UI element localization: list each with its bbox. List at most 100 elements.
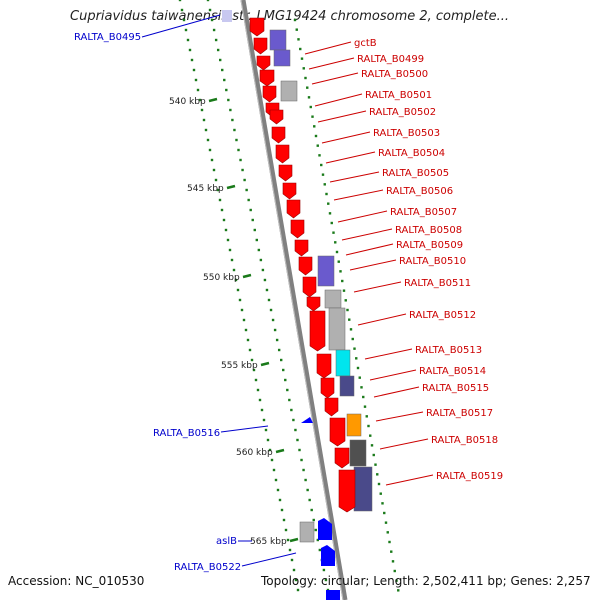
gene-label[interactable]: RALTA_B0515 [422, 383, 489, 394]
gene-arrow[interactable] [338, 469, 356, 513]
gene-arrow[interactable] [256, 55, 271, 71]
gene-arrow[interactable] [222, 10, 232, 22]
gene-arrow[interactable] [318, 518, 332, 540]
ring-dot [194, 78, 198, 82]
gene-arrow[interactable] [262, 85, 277, 103]
ring-dot [238, 298, 242, 302]
gene-arrow[interactable] [306, 296, 321, 312]
gene-arrow[interactable] [329, 417, 346, 447]
gene-arrow[interactable] [259, 69, 275, 87]
gene-arrow[interactable] [286, 199, 301, 219]
gene-arrow[interactable] [326, 590, 340, 600]
ring-dot [367, 424, 370, 428]
gene-label[interactable]: RALTA_B0505 [382, 168, 449, 179]
label-leader-line [345, 243, 394, 256]
gene-arrow[interactable] [249, 17, 265, 37]
gene-arrow[interactable] [253, 37, 268, 55]
ring-dot [290, 408, 293, 412]
gene-arrow[interactable] [334, 447, 350, 469]
scale-tick [275, 448, 285, 454]
ring-dot [241, 168, 244, 172]
gene-arrow[interactable] [320, 377, 335, 399]
gene-arrow[interactable] [290, 219, 305, 239]
gene-label[interactable]: RALTA_B0501 [365, 90, 432, 101]
gene-arrow[interactable] [301, 417, 313, 423]
gene-label[interactable]: RALTA_B0511 [404, 278, 471, 289]
ring-dot [236, 288, 240, 292]
ring-dot [288, 548, 292, 552]
gene-arrow[interactable] [298, 256, 313, 276]
ring-dot [261, 268, 265, 272]
ring-dot [280, 358, 283, 362]
ring-dot [262, 418, 266, 422]
gene-arrow[interactable] [302, 276, 317, 298]
gene-label[interactable]: RALTA_B0499 [357, 54, 424, 65]
ring-dot [294, 428, 297, 432]
gene-arrows [222, 10, 356, 600]
gene-arrow[interactable] [275, 144, 290, 164]
gene-label[interactable]: RALTA_B0512 [409, 310, 476, 321]
ring-dot [278, 498, 282, 502]
ring-dot [286, 538, 290, 542]
gene-arrow[interactable] [309, 310, 326, 352]
gene-label[interactable]: RALTA_B0500 [361, 69, 428, 80]
ring-dot [235, 138, 238, 142]
gene-label[interactable]: RALTA_B0509 [396, 240, 463, 251]
gene-arrow[interactable] [321, 545, 335, 566]
cds-strip [317, 255, 335, 287]
label-leader-line [337, 210, 388, 223]
gene-arrow[interactable] [282, 182, 297, 200]
gene-label[interactable]: RALTA_B0514 [419, 366, 486, 377]
ring-dot [308, 498, 311, 502]
ring-dot [290, 558, 294, 562]
gene-label[interactable]: RALTA_B0504 [378, 148, 445, 159]
ring-dot [233, 128, 236, 132]
gene-label[interactable]: RALTA_B0518 [431, 435, 498, 446]
dotted-tick-rings [178, 0, 400, 592]
ring-dot [212, 168, 216, 172]
cds-strip [280, 80, 298, 102]
gene-label[interactable]: aslB [216, 536, 237, 547]
gene-arrow[interactable] [324, 397, 339, 417]
gene-label[interactable]: RALTA_B0522 [174, 562, 241, 573]
gene-label[interactable]: RALTA_B0502 [369, 107, 436, 118]
gene-arrow[interactable] [278, 164, 293, 182]
gene-label[interactable]: RALTA_B0510 [399, 256, 466, 267]
ring-dot [259, 258, 263, 262]
gene-label[interactable]: RALTA_B0503 [373, 128, 440, 139]
gene-label[interactable]: RALTA_B0506 [386, 186, 453, 197]
ring-dot [249, 208, 252, 212]
ring-dot [395, 579, 398, 582]
ring-dot [310, 508, 313, 512]
gene-arrow[interactable] [316, 353, 332, 379]
gene-label[interactable]: RALTA_B0517 [426, 408, 493, 419]
gene-arrow[interactable] [271, 126, 286, 144]
gene-label[interactable]: RALTA_B0519 [436, 471, 503, 482]
ring-dot [184, 28, 188, 32]
ring-dot [316, 144, 319, 147]
gene-label[interactable]: gctB [354, 38, 377, 49]
ring-dot [216, 48, 220, 52]
ring-dot [218, 198, 222, 202]
gene-arrow[interactable] [294, 239, 309, 257]
ring-dot [306, 86, 309, 89]
gene-arrow[interactable] [269, 109, 284, 125]
ring-dot [252, 368, 256, 372]
scale-tick [226, 184, 236, 190]
gene-label[interactable]: RALTA_B0513 [415, 345, 482, 356]
ring-dot [224, 228, 228, 232]
ring-dot [330, 221, 333, 225]
cds-strip [299, 521, 315, 543]
ring-dot [293, 18, 297, 22]
ring-dot [268, 448, 272, 452]
gene-label[interactable]: RALTA_B0508 [395, 225, 462, 236]
gene-label[interactable]: RALTA_B0507 [390, 207, 457, 218]
ring-dot [337, 260, 340, 263]
ring-dot [379, 492, 382, 495]
scale-labels: 540 kbp 545 kbp 550 kbp 555 kbp 560 kbp 565 k… [169, 97, 299, 547]
label-leader-line [357, 313, 407, 326]
gene-label[interactable]: RALTA_B0516 [153, 428, 220, 439]
gene-label[interactable]: RALTA_B0495 [74, 32, 141, 43]
topology-summary: Topology: circular; Length: 2,502,411 bp… [261, 574, 591, 588]
